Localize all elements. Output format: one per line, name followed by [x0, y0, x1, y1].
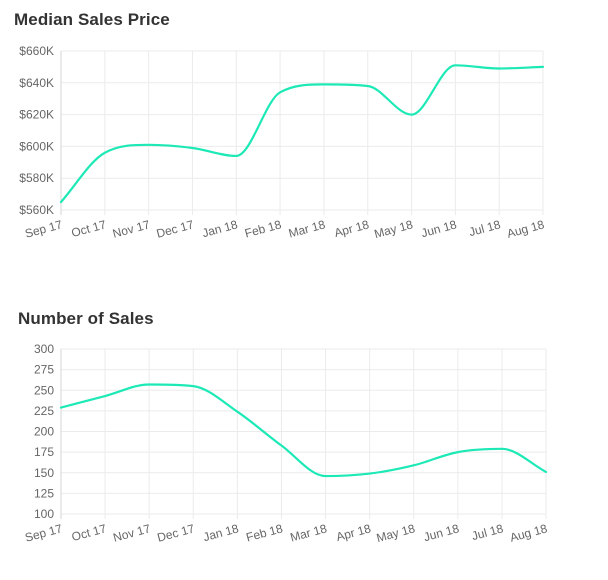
- sales-y-tick-label: 200: [34, 425, 54, 439]
- sales-x-tick-label: May 18: [375, 521, 417, 545]
- sales-y-tick-label: 300: [34, 342, 54, 356]
- sales-grid: [60, 348, 547, 519]
- sales-y-tick-label: 125: [34, 486, 54, 500]
- sales-x-tick-label: Jul 18: [470, 521, 505, 543]
- sales-x-tick-label: Sep 17: [23, 521, 64, 544]
- sales-data-point[interactable]: [190, 383, 196, 389]
- sales-y-tick-label: 150: [34, 466, 54, 480]
- price-y-tick-label: $600K: [19, 139, 54, 153]
- sales-x-tick-label: Nov 17: [112, 521, 153, 544]
- price-series-line: [59, 64, 545, 204]
- sales-data-point[interactable]: [58, 405, 64, 411]
- chart-title-number-of-sales: Number of Sales: [18, 309, 154, 328]
- price-grid: [60, 50, 544, 215]
- sales-data-point[interactable]: [278, 443, 284, 449]
- price-y-tick-label: $640K: [19, 76, 54, 90]
- price-y-tick-label: $560K: [19, 203, 54, 217]
- sales-series-line: [59, 383, 548, 478]
- sales-y-tick-label: 225: [34, 404, 54, 418]
- sales-data-point[interactable]: [499, 446, 505, 452]
- sales-y-tick-label: 250: [34, 383, 54, 397]
- sales-y-tick-label: 175: [34, 445, 54, 459]
- chart-title-median-sales-price: Median Sales Price: [14, 10, 170, 29]
- sales-data-point[interactable]: [323, 473, 329, 479]
- sales-data-point[interactable]: [455, 449, 461, 455]
- sales-data-point[interactable]: [411, 462, 417, 468]
- price-y-tick-label: $580K: [19, 171, 54, 185]
- sales-data-point[interactable]: [102, 393, 108, 399]
- sales-data-point[interactable]: [543, 469, 549, 475]
- sales-x-tick-label: Apr 18: [335, 521, 373, 544]
- sales-y-tick-label: 275: [34, 363, 54, 377]
- sales-data-point[interactable]: [234, 409, 240, 415]
- sales-data-point[interactable]: [367, 471, 373, 477]
- sales-x-tick-label: Feb 18: [245, 521, 285, 544]
- sales-data-point[interactable]: [146, 381, 152, 387]
- sales-x-tick-label: Mar 18: [289, 521, 329, 544]
- price-y-tick-label: $620K: [19, 108, 54, 122]
- sales-x-tick-label: Aug 18: [508, 521, 549, 544]
- sales-x-tick-label: Jun 18: [422, 521, 461, 544]
- sales-x-tick-label: Dec 17: [156, 521, 197, 544]
- sales-y-tick-label: 100: [34, 507, 54, 521]
- sales-x-tick-label: Jan 18: [202, 521, 241, 544]
- price-y-tick-label: $660K: [19, 44, 54, 58]
- sales-x-tick-label: Oct 17: [70, 521, 108, 544]
